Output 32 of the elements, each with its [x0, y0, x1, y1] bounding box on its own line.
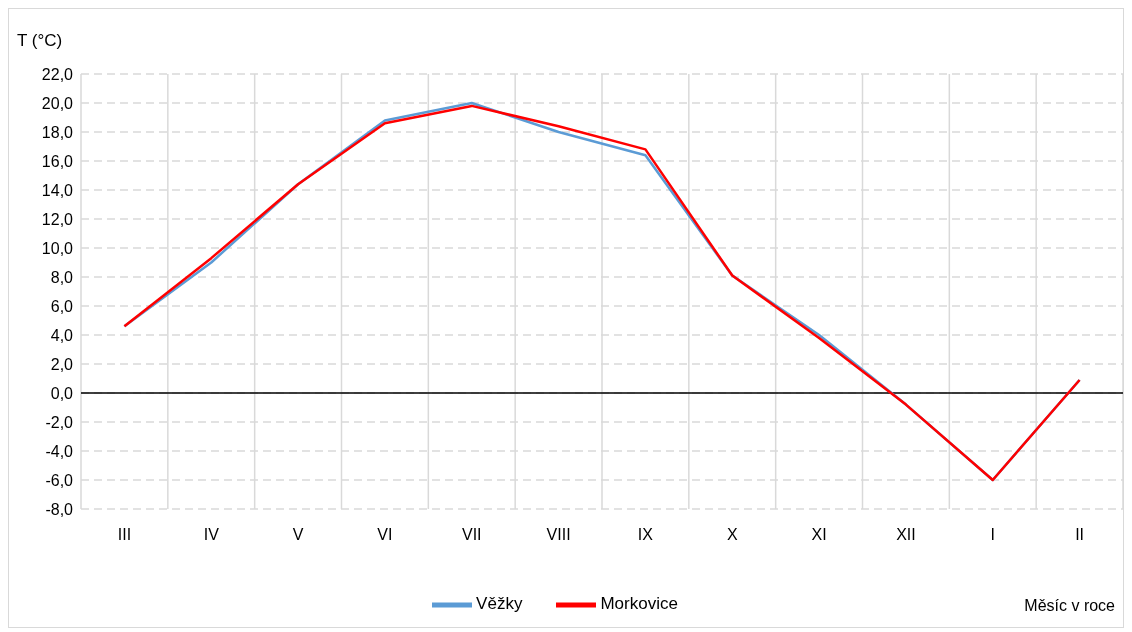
x-axis-title: Měsíc v roce — [1024, 597, 1115, 615]
legend-label: Věžky — [476, 594, 523, 614]
x-tick-label: XII — [896, 526, 916, 544]
y-tick-label: 20,0 — [41, 94, 74, 112]
x-tick-label: IV — [203, 526, 220, 544]
legend-label: Morkovice — [600, 594, 678, 614]
x-tick-label: V — [292, 526, 304, 544]
y-tick-label: 22,0 — [41, 65, 74, 83]
y-tick-label: 8,0 — [50, 268, 74, 286]
y-axis-title: T (°C) — [17, 31, 63, 51]
y-tick-label: -6,0 — [45, 471, 74, 489]
y-tick-label: 6,0 — [50, 297, 74, 315]
x-tick-label: IX — [637, 526, 654, 544]
y-tick-label: 0,0 — [50, 384, 74, 402]
y-tick-label: 2,0 — [50, 355, 74, 373]
x-tick-label: VI — [377, 526, 393, 544]
x-tick-label: XI — [811, 526, 827, 544]
x-tick-label: VIII — [546, 526, 571, 544]
y-tick-label: -4,0 — [45, 442, 74, 460]
y-tick-label: -2,0 — [45, 413, 74, 431]
y-tick-label: 14,0 — [41, 181, 74, 199]
y-tick-label: 18,0 — [41, 123, 74, 141]
y-tick-label: -8,0 — [45, 500, 74, 518]
y-tick-label: 4,0 — [50, 326, 74, 344]
y-tick-label: 12,0 — [41, 210, 74, 228]
x-tick-label: I — [990, 526, 995, 544]
x-tick-label: II — [1075, 526, 1085, 544]
y-tick-label: 16,0 — [41, 152, 74, 170]
x-tick-label: III — [117, 526, 132, 544]
x-tick-label: VII — [461, 526, 482, 544]
y-tick-label: 10,0 — [41, 239, 74, 257]
x-tick-label: X — [726, 526, 738, 544]
